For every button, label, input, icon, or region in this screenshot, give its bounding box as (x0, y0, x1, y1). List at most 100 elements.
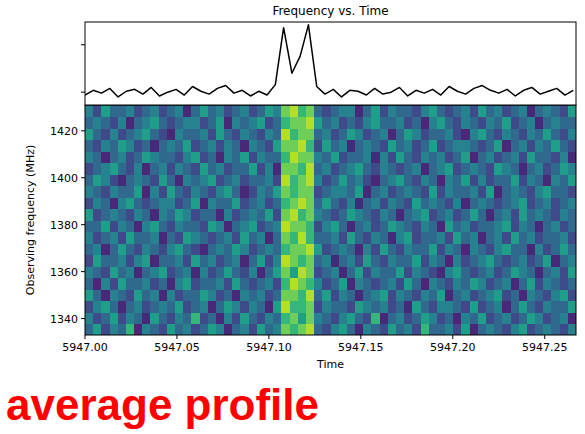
heatmap-cell (183, 301, 192, 313)
heatmap-cell (298, 174, 307, 186)
heatmap-cell (461, 243, 470, 255)
heatmap-cell (322, 117, 331, 129)
heatmap-cell (175, 289, 184, 301)
heatmap-cell (191, 278, 200, 290)
heatmap-cell (519, 324, 528, 336)
heatmap-cell (183, 128, 192, 140)
heatmap-cell (380, 117, 389, 129)
heatmap-cell (363, 186, 372, 198)
heatmap-cell (527, 289, 536, 301)
heatmap-cell (208, 128, 217, 140)
heatmap-cell (118, 174, 127, 186)
heatmap-cell (453, 232, 462, 244)
heatmap-cell (502, 232, 511, 244)
heatmap-cell (150, 128, 159, 140)
heatmap-cell (208, 243, 217, 255)
heatmap-cell (281, 151, 290, 163)
heatmap-cell (281, 278, 290, 290)
heatmap-cell (175, 312, 184, 324)
heatmap-cell (224, 105, 233, 117)
heatmap-cell (257, 301, 266, 313)
heatmap-cell (511, 266, 520, 278)
heatmap-cell (134, 140, 143, 152)
heatmap-cell (363, 232, 372, 244)
heatmap-cell (183, 278, 192, 290)
heatmap-cell (167, 163, 176, 175)
heatmap-cell (191, 220, 200, 232)
heatmap-cell (216, 312, 225, 324)
heatmap-cell (322, 197, 331, 209)
heatmap-cell (257, 289, 266, 301)
heatmap-cell (101, 197, 110, 209)
heatmap-cell (339, 174, 348, 186)
heatmap-cell (429, 255, 438, 267)
heatmap-cell (200, 232, 209, 244)
heatmap-cell (273, 209, 282, 221)
heatmap-cell (535, 278, 544, 290)
heatmap-cell (175, 255, 184, 267)
heatmap-cell (355, 151, 364, 163)
heatmap-cell (224, 278, 233, 290)
x-tick-label: 5947.15 (338, 341, 384, 354)
heatmap-cell (208, 232, 217, 244)
heatmap-cell (445, 117, 454, 129)
heatmap-cell (511, 128, 520, 140)
heatmap-cell (200, 117, 209, 129)
heatmap-cell (535, 197, 544, 209)
heatmap-cell (216, 220, 225, 232)
heatmap-cell (470, 163, 479, 175)
heatmap-cell (437, 140, 446, 152)
heatmap-cell (150, 186, 159, 198)
heatmap-cell (511, 151, 520, 163)
heatmap-cell (142, 163, 151, 175)
heatmap-cell (159, 105, 168, 117)
heatmap-cell (118, 163, 127, 175)
heatmap-cell (363, 312, 372, 324)
heatmap-cell (380, 220, 389, 232)
heatmap-cell (355, 117, 364, 129)
profile-series (85, 25, 573, 97)
heatmap-cell (257, 255, 266, 267)
heatmap-cell (396, 197, 405, 209)
heatmap-cell (134, 243, 143, 255)
heatmap-cell (421, 312, 430, 324)
heatmap-cell (396, 289, 405, 301)
heatmap-cell (494, 105, 503, 117)
heatmap-cell (331, 289, 340, 301)
heatmap-cell (331, 105, 340, 117)
heatmap-cell (126, 151, 135, 163)
heatmap-cell (388, 289, 397, 301)
heatmap-cell (412, 312, 421, 324)
heatmap-cell (380, 163, 389, 175)
heatmap-cell (191, 243, 200, 255)
heatmap-cell (142, 209, 151, 221)
heatmap-cell (543, 105, 552, 117)
heatmap-cell (216, 243, 225, 255)
heatmap-cell (543, 117, 552, 129)
heatmap-frame (85, 105, 576, 335)
heatmap-cell (216, 163, 225, 175)
heatmap-cell (380, 232, 389, 244)
heatmap-cell (126, 105, 135, 117)
heatmap-cell (273, 232, 282, 244)
heatmap-cell (363, 151, 372, 163)
heatmap-cell (437, 105, 446, 117)
heatmap-cell (551, 278, 560, 290)
heatmap-cell (371, 289, 380, 301)
heatmap-cell (273, 163, 282, 175)
heatmap-cell (339, 105, 348, 117)
heatmap-cell (265, 128, 274, 140)
heatmap-cell (191, 232, 200, 244)
heatmap-cell (265, 140, 274, 152)
heatmap-cell (412, 255, 421, 267)
heatmap-cell (331, 301, 340, 313)
heatmap-cell (478, 243, 487, 255)
heatmap-cell (101, 324, 110, 336)
heatmap-cell (519, 220, 528, 232)
heatmap-cell (134, 312, 143, 324)
heatmap-cell (421, 128, 430, 140)
heatmap-cell (371, 324, 380, 336)
heatmap-cell (355, 278, 364, 290)
heatmap-cell (347, 278, 356, 290)
heatmap-cell (224, 209, 233, 221)
